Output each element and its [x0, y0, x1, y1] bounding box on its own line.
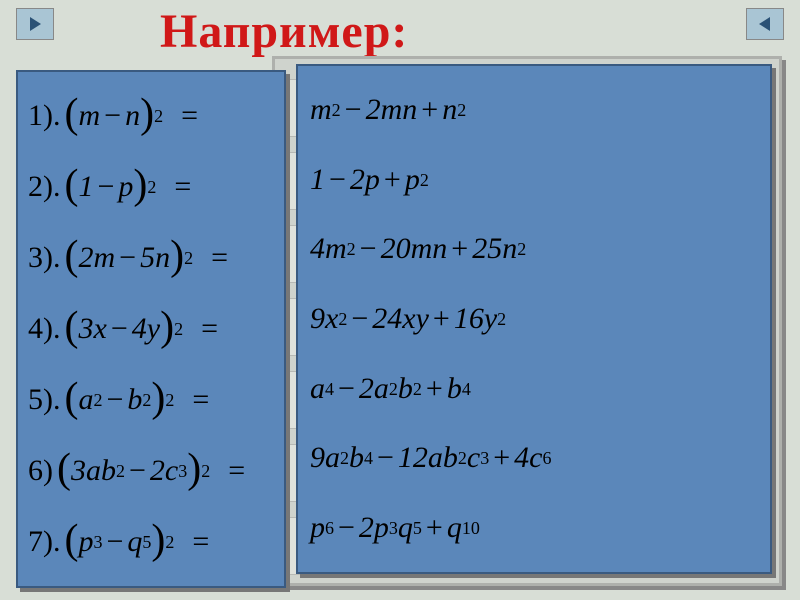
- problem-row: 3).(2m−5n)2=: [28, 228, 274, 288]
- answer-row: a4−2a2b2+b4: [310, 359, 758, 419]
- answer-row: 4m2−20mn+25n2: [310, 219, 758, 279]
- problem-label: 4).: [28, 312, 61, 346]
- problem-row: 7).(p3−q5)2=: [28, 512, 274, 572]
- answer-row: p6−2p3q5+q10: [310, 498, 758, 558]
- nav-prev-button[interactable]: [16, 8, 54, 40]
- triangle-right-icon: [25, 14, 45, 34]
- problem-label: 5).: [28, 383, 61, 417]
- problem-row: 2).(1−p)2=: [28, 157, 274, 217]
- triangle-left-icon: [755, 14, 775, 34]
- problem-label: 2).: [28, 170, 61, 204]
- problem-label: 1).: [28, 99, 61, 133]
- problem-row: 4).(3x−4y)2=: [28, 299, 274, 359]
- answer-row: 9x2−24xy+16y2: [310, 289, 758, 349]
- problem-row: 1).(m−n)2=: [28, 86, 274, 146]
- answer-row: m2−2mn+n2: [310, 80, 758, 140]
- answer-row: 9a2b4−12ab2c3+4c6: [310, 428, 758, 488]
- problem-row: 5).(a2−b2)2=: [28, 370, 274, 430]
- answer-row: 1−2p+p2: [310, 150, 758, 210]
- problem-label: 3).: [28, 241, 61, 275]
- problems-panel: 1).(m−n)2= 2).(1−p)2= 3).(2m−5n)2= 4).(3x−4…: [16, 70, 286, 588]
- answers-panel: m2−2mn+n2 1−2p+p2 4m2−20mn+25n2 9x2−24xy+16…: [296, 64, 772, 574]
- problem-label: 6): [28, 454, 53, 488]
- problem-row: 6)(3ab2−2c3)2=: [28, 441, 274, 501]
- problem-label: 7).: [28, 525, 61, 559]
- nav-next-button[interactable]: [746, 8, 784, 40]
- page-title: Например:: [160, 4, 408, 59]
